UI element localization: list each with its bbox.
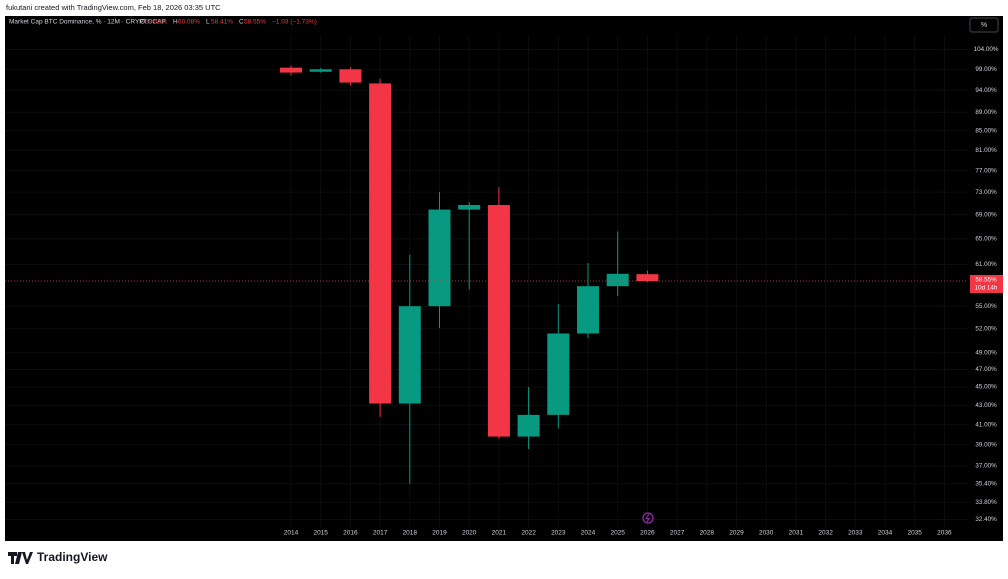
y-tick-label: 45.00% bbox=[975, 384, 997, 391]
x-tick-label: 2022 bbox=[521, 530, 536, 537]
legend-value: 58.55% bbox=[244, 19, 266, 26]
legend: O 59.55% H 60.08% L 58.41% C 58.55% −1.03 (−1.73… bbox=[140, 19, 317, 26]
x-tick-label: 2027 bbox=[670, 530, 685, 537]
candle-body bbox=[280, 67, 302, 73]
x-tick-label: 2014 bbox=[284, 530, 299, 537]
legend-key: O bbox=[140, 19, 145, 26]
y-tick-label: 43.00% bbox=[975, 402, 997, 409]
x-tick-label: 2018 bbox=[403, 530, 418, 537]
x-tick-label: 2035 bbox=[907, 530, 922, 537]
brand-name: TradingView bbox=[37, 550, 108, 564]
last-price-label: 58.55% bbox=[975, 277, 997, 284]
events-icon[interactable] bbox=[642, 512, 654, 524]
x-tick-label: 2036 bbox=[937, 530, 952, 537]
candle-body bbox=[428, 209, 451, 307]
candle-body bbox=[517, 414, 540, 437]
y-tick-label: 104.00% bbox=[974, 46, 999, 53]
y-tick-label: 39.00% bbox=[975, 441, 997, 448]
legend-key: C bbox=[239, 19, 244, 26]
attribution: fukutani created with TradingView.com, F… bbox=[6, 3, 221, 12]
events-icon-bolt bbox=[645, 513, 650, 523]
legend-value: 60.08% bbox=[178, 19, 200, 26]
scale-button[interactable] bbox=[969, 17, 999, 33]
x-tick-label: 2020 bbox=[462, 530, 477, 537]
x-tick-label: 2026 bbox=[640, 530, 655, 537]
candle-body bbox=[577, 286, 599, 334]
y-tick-label: 69.00% bbox=[975, 211, 997, 218]
legend-key: H bbox=[173, 19, 178, 26]
y-tick-label: 52.00% bbox=[975, 325, 997, 332]
x-tick-label: 2024 bbox=[581, 530, 596, 537]
candle-body bbox=[636, 274, 659, 281]
legend-key: L bbox=[206, 19, 210, 26]
y-tick-label: 77.00% bbox=[975, 167, 997, 174]
candle-body bbox=[458, 204, 481, 210]
candle-body bbox=[606, 273, 629, 287]
plot bbox=[5, 65, 968, 484]
countdown: 10d 14h bbox=[975, 285, 998, 292]
y-tick-label: 37.00% bbox=[975, 463, 997, 470]
y-tick-label: 73.00% bbox=[975, 189, 997, 196]
y-tick-label: 32.40% bbox=[975, 516, 997, 523]
x-tick-label: 2019 bbox=[432, 530, 447, 537]
y-tick-label: 47.00% bbox=[975, 366, 997, 373]
x-tick-label: 2017 bbox=[373, 530, 388, 537]
y-tick-label: 41.00% bbox=[975, 421, 997, 428]
x-tick-label: 2033 bbox=[848, 530, 863, 537]
candle-body bbox=[547, 333, 570, 415]
x-tick-label: 2031 bbox=[789, 530, 804, 537]
x-tick-label: 2029 bbox=[729, 530, 744, 537]
chart-title: Market Cap BTC Dominance, % · 12M · CRYP… bbox=[9, 19, 166, 26]
grid bbox=[5, 36, 968, 527]
y-tick-label: 85.00% bbox=[975, 127, 997, 134]
y-tick-label: 65.00% bbox=[975, 236, 997, 243]
x-tick-label: 2034 bbox=[878, 530, 893, 537]
y-tick-label: 49.00% bbox=[975, 349, 997, 356]
y-tick-label: 99.00% bbox=[975, 66, 997, 73]
last-price-box bbox=[970, 274, 1003, 293]
scale-button-label[interactable]: % bbox=[981, 22, 987, 29]
x-tick-label: 2032 bbox=[818, 530, 833, 537]
candle-body bbox=[309, 69, 332, 72]
legend-value: 58.41% bbox=[211, 19, 233, 26]
y-tick-label: 81.00% bbox=[975, 147, 997, 154]
legend-value: −1.03 (−1.73%) bbox=[272, 19, 317, 26]
legend-value: 59.55% bbox=[145, 19, 167, 26]
x-tick-label: 2030 bbox=[759, 530, 774, 537]
x-tick-label: 2025 bbox=[610, 530, 625, 537]
x-tick-label: 2016 bbox=[343, 530, 358, 537]
x-tick-label: 2021 bbox=[492, 530, 507, 537]
y-tick-label: 89.00% bbox=[975, 109, 997, 116]
candle-body bbox=[339, 69, 362, 83]
y-tick-label: 35.40% bbox=[975, 480, 997, 487]
x-tick-label: 2028 bbox=[700, 530, 715, 537]
y-tick-label: 55.00% bbox=[975, 303, 997, 310]
y-tick-label: 94.00% bbox=[975, 87, 997, 94]
y-tick-label: 61.00% bbox=[975, 261, 997, 268]
x-tick-label: 2023 bbox=[551, 530, 566, 537]
candle-body bbox=[369, 83, 392, 404]
brand-logo bbox=[8, 552, 33, 564]
y-tick-label: 33.80% bbox=[975, 499, 997, 506]
candle-body bbox=[398, 306, 421, 404]
candle-body bbox=[487, 204, 510, 437]
x-tick-label: 2015 bbox=[313, 530, 328, 537]
